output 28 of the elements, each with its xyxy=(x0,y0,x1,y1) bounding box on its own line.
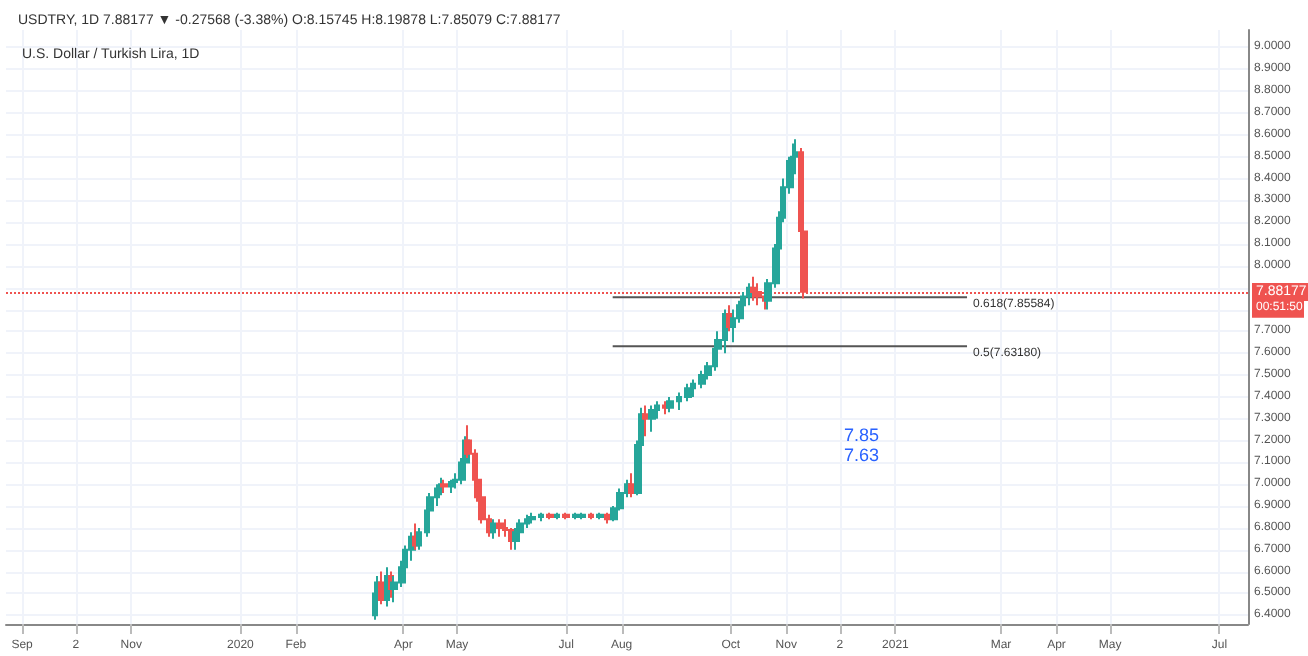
candlestick xyxy=(662,400,668,416)
candlestick xyxy=(750,275,758,302)
candlestick xyxy=(546,511,554,521)
candlestick xyxy=(578,511,586,521)
candlestick xyxy=(648,404,656,433)
candlestick xyxy=(698,369,706,390)
candlestick xyxy=(726,304,732,333)
candlestick xyxy=(524,513,530,529)
candlestick xyxy=(684,382,692,403)
candlestick xyxy=(588,511,594,521)
candlestick xyxy=(642,404,648,438)
candlestick xyxy=(440,478,448,494)
candlestick xyxy=(572,511,578,521)
candlestick xyxy=(490,518,496,540)
candlestick xyxy=(512,526,520,551)
candlestick xyxy=(384,566,390,608)
annotation: 7.63 xyxy=(844,445,880,465)
candlestick xyxy=(628,472,634,499)
annotation: 7.85 xyxy=(844,425,880,445)
candlestick xyxy=(730,308,736,344)
candlestick xyxy=(434,483,440,508)
candlestick xyxy=(562,511,570,521)
candlestick xyxy=(596,511,604,521)
candlestick xyxy=(666,395,674,414)
candlestick xyxy=(528,511,536,525)
candlestick xyxy=(604,511,610,525)
candlestick xyxy=(554,511,560,521)
candlestick xyxy=(496,518,504,538)
